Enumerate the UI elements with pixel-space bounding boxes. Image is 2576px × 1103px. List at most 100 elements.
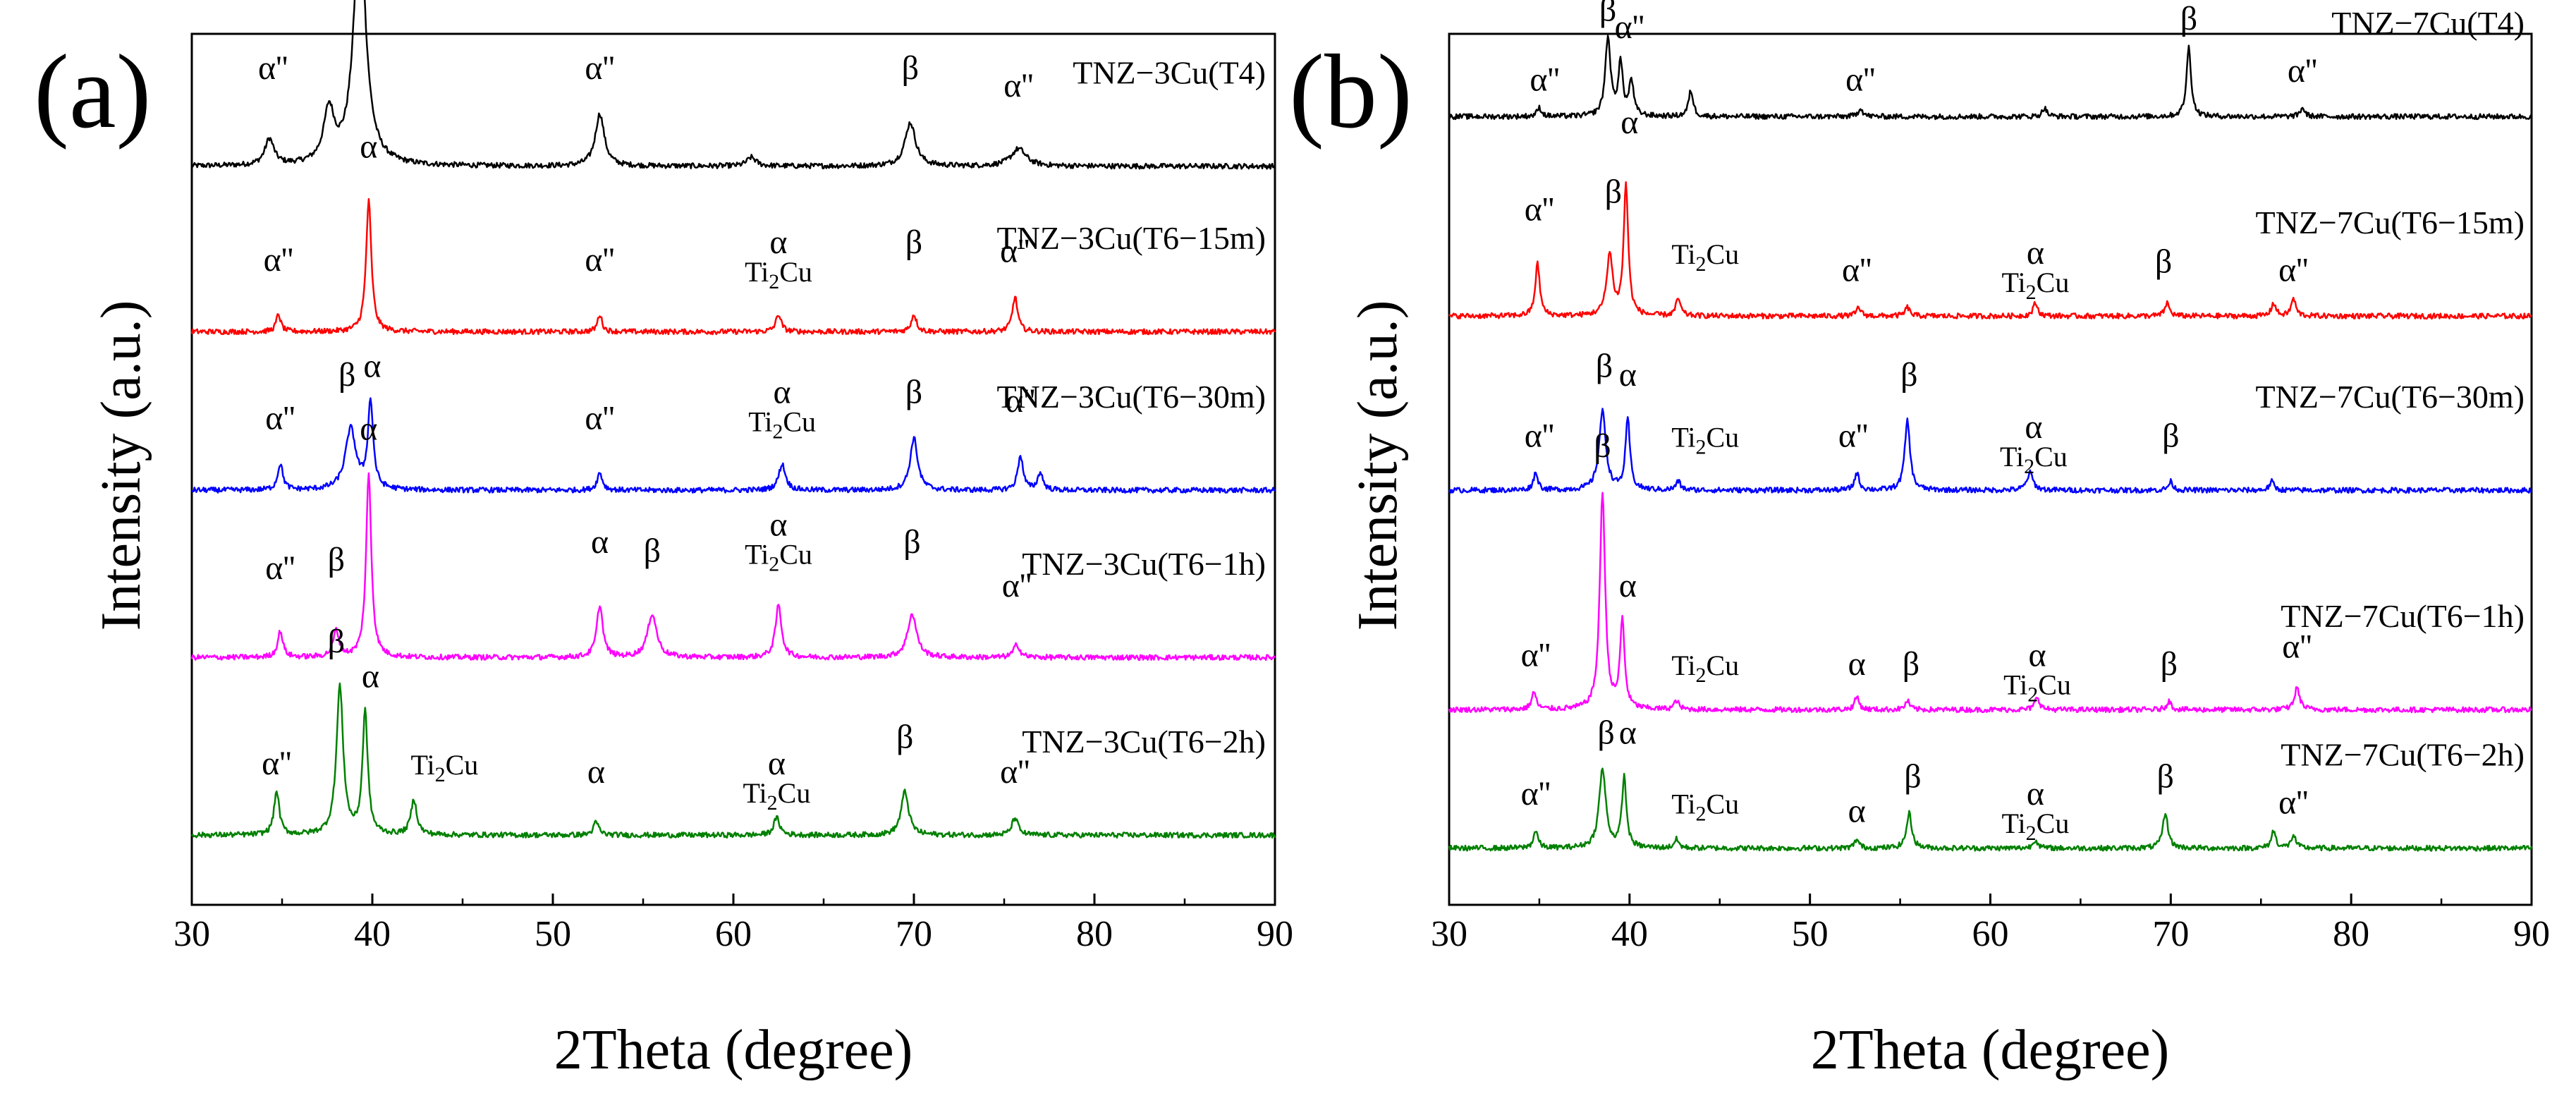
series-name: TNZ−7Cu(T6−30m) [2256,379,2525,415]
series-name: TNZ−3Cu(T6−15m) [997,220,1266,256]
peak-label: α'' [585,241,614,279]
peak-label: β [1594,427,1611,465]
series-name: TNZ−7Cu(T4) [2331,5,2525,41]
peak-label: α [774,374,791,411]
series-black: TNZ−3Cu(T4)α''βα''βα'' [190,0,1276,170]
peak-label: α'' [265,549,295,587]
peak-label: α [362,657,379,695]
x-tick-label: 90 [1257,914,1293,954]
peak-label: α [2027,775,2044,812]
x-tick-label: 80 [1076,914,1113,954]
peak-label: α'' [264,241,293,279]
series-line [1448,492,2532,714]
series-name: TNZ−7Cu(T6−15m) [2256,205,2525,240]
series-line [190,0,1276,170]
x-tick-label: 70 [896,914,932,954]
peak-label: α'' [1000,753,1030,791]
peak-label: α'' [258,49,288,87]
peak-label: β [896,719,913,756]
peak-label: α [769,506,787,543]
peak-label: α'' [1842,252,1872,289]
series-line [190,682,1276,839]
x-tick-label: 40 [1611,914,1648,954]
series-line [1448,408,2532,494]
peak-label-ti2cu: Ti2Cu [1671,788,1739,825]
series-line [190,397,1276,494]
series-black: TNZ−7Cu(T4)α''βα''α''βα'' [1448,0,2532,121]
x-tick-label: 30 [173,914,210,954]
peak-label: β [902,49,919,87]
peak-label-ti2cu: Ti2Cu [745,538,812,575]
peak-label: α [1619,356,1637,394]
peak-label: α'' [585,49,614,87]
peak-label: β [1599,0,1616,28]
series-name: TNZ−3Cu(T6−2h) [1022,724,1266,760]
peak-label: α [768,745,786,782]
peak-label: β [2161,645,2178,683]
x-tick-label: 70 [2152,914,2189,954]
series-name: TNZ−7Cu(T6−2h) [2281,736,2525,772]
x-tick-label: 60 [715,914,752,954]
series-line [1448,35,2532,121]
peak-label: α [1619,567,1637,604]
series-line [1448,181,2532,320]
series-name: TNZ−7Cu(T6−1h) [2281,598,2525,634]
peak-label: β [1597,714,1614,752]
panel-b: 30 40 50 60 70 80 90 2Theta (degree) Intensity (… [1289,0,2550,1081]
series-name: TNZ−3Cu(T6−1h) [1022,546,1266,582]
peak-label: β [1605,173,1622,211]
x-axis-label: 2Theta (degree) [554,1019,913,1081]
peak-label: α'' [2282,628,2312,665]
peak-label: β [338,356,355,394]
peak-label-ti2cu: Ti2Cu [1671,238,1739,276]
y-axis-label: Intensity (a.u.) [90,300,152,631]
peak-label: α'' [1002,567,1032,604]
peak-label-ti2cu: Ti2Cu [1671,650,1739,687]
x-axis-label: 2Theta (degree) [1811,1019,2170,1081]
peak-label: α [363,348,381,385]
peak-label: α'' [1525,417,1554,454]
peak-label: α'' [1845,61,1875,98]
peak-label: α [1619,714,1637,752]
peak-label: β [328,541,345,578]
peak-label: α'' [2278,252,2308,289]
peak-label: α'' [1000,233,1030,270]
x-tick-label: 50 [535,914,571,954]
series-line [190,197,1276,336]
x-tick-label: 90 [2513,914,2550,954]
peak-label: β [2162,417,2179,454]
peak-label-ti2cu: Ti2Cu [2002,267,2070,304]
peak-label: α [2028,637,2046,674]
peak-label: β [905,374,922,411]
peak-label: α [591,523,609,561]
panel-label: (a) [34,33,151,150]
x-tick-label: 60 [1972,914,2009,954]
peak-label-ti2cu: Ti2Cu [745,256,812,293]
peak-label: β [644,532,661,569]
series-line [1448,767,2533,852]
peak-label: β [2156,757,2173,795]
peak-label-ti2cu: Ti2Cu [2002,808,2070,845]
peak-label-ti2cu: Ti2Cu [410,749,478,786]
series-line [190,472,1276,662]
peak-label: α'' [585,400,614,437]
peak-label: α'' [2288,52,2317,90]
peak-label: α'' [265,400,295,437]
peak-label-ti2cu: Ti2Cu [2003,669,2071,707]
peak-label: α [1848,793,1866,830]
peak-label: α [1848,645,1866,683]
peak-label: α'' [1521,637,1551,674]
peak-label: β [328,623,345,660]
peak-label: β [1900,356,1917,394]
peak-label: β [2155,243,2172,280]
peak-label: α'' [1838,417,1868,454]
peak-label: α'' [2278,784,2308,821]
peak-label-ti2cu: Ti2Cu [748,406,816,444]
peak-label: α'' [1006,382,1035,420]
peak-label: α'' [1003,67,1033,104]
